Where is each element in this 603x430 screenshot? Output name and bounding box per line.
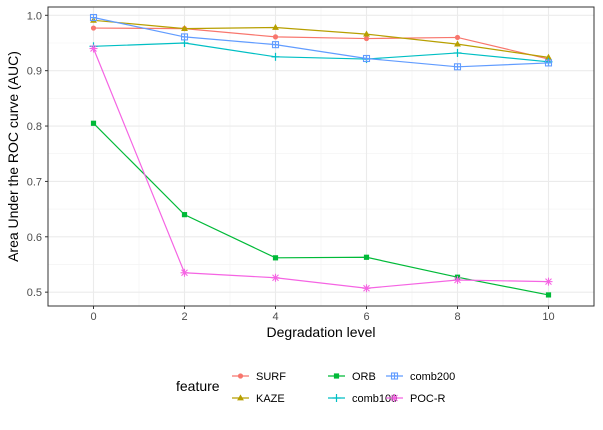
data-point-kaze-shape: [454, 40, 461, 47]
data-point-poc-r-shape: [454, 276, 461, 284]
legend-item-orb: ORB: [328, 371, 376, 383]
y-tick-label: 0.7: [27, 176, 42, 188]
legend-key-marker: [390, 394, 399, 402]
series-comb200: [89, 13, 553, 71]
data-point-poc-r-shape: [181, 269, 188, 277]
y-axis-title: Area Under the ROC curve (AUC): [5, 51, 21, 262]
data-point-surf: [90, 25, 97, 31]
y-tick-label: 0.5: [27, 287, 42, 299]
data-point-comb200: [180, 33, 189, 41]
y-tick-label: 0.8: [27, 121, 42, 133]
data-point-poc-r-shape: [545, 278, 552, 286]
x-tick-label: 8: [454, 311, 460, 323]
data-point-poc-r: [89, 44, 98, 53]
x-tick-label: 10: [542, 311, 554, 323]
data-point-orb: [545, 292, 552, 298]
legend-key-marker-shape: [391, 394, 398, 402]
x-tick-label: 0: [90, 311, 96, 323]
data-point-kaze-shape: [272, 23, 279, 30]
data-point-orb: [90, 120, 97, 126]
data-point-orb: [272, 255, 279, 261]
y-tick-label: 0.6: [27, 232, 42, 244]
data-point-poc-r: [180, 268, 189, 277]
legend-key-marker: [390, 372, 399, 380]
x-axis-title: Degradation level: [267, 324, 376, 340]
data-point-kaze: [545, 53, 552, 60]
data-point-orb-shape: [363, 254, 370, 260]
legend-item-comb100: comb100: [328, 393, 397, 405]
data-point-kaze: [363, 30, 370, 37]
legend-item-kaze: KAZE: [232, 393, 285, 405]
data-point-orb-shape: [181, 212, 188, 218]
legend-item-poc-r: POC-R: [386, 393, 446, 405]
legend-label: KAZE: [256, 393, 285, 405]
data-point-poc-r: [544, 277, 553, 286]
data-point-orb: [181, 212, 188, 218]
data-point-surf-shape: [454, 34, 461, 41]
series-kaze: [90, 16, 552, 60]
data-point-surf: [363, 35, 370, 42]
series-line-comb200: [93, 16, 549, 68]
series-line-surf: [93, 27, 549, 60]
legend-key-marker: [237, 394, 244, 401]
legend-label: POC-R: [410, 393, 446, 405]
series-layer: [89, 13, 553, 298]
y-tick-label: 0.9: [27, 66, 42, 78]
data-point-kaze-shape: [181, 24, 188, 31]
data-point-surf: [272, 34, 279, 40]
data-point-orb: [363, 254, 370, 260]
series-line-comb100: [93, 42, 549, 63]
data-point-comb200: [271, 41, 280, 49]
data-point-surf: [454, 34, 461, 41]
data-point-kaze: [454, 40, 461, 47]
legend-key-marker-shape: [333, 373, 340, 379]
data-point-kaze: [181, 24, 188, 31]
legend-label: comb100: [352, 393, 397, 405]
data-point-comb200: [89, 13, 98, 22]
data-point-comb200: [362, 54, 371, 63]
legend-title: feature: [176, 378, 220, 394]
legend-key-marker: [237, 373, 244, 379]
axis-layer: 0 2 4 6 8 10 0.5 0.6 0.7 0.8 0.9 1.0: [27, 10, 555, 323]
data-point-comb100: [271, 52, 280, 61]
legend-key-marker-shape: [237, 373, 244, 379]
series-line-poc-r: [92, 48, 549, 289]
data-point-comb200: [453, 63, 462, 71]
legend-item-comb200: comb200: [386, 371, 455, 383]
data-point-surf-shape: [272, 34, 279, 40]
series-line-kaze: [93, 19, 549, 58]
legend-key-marker: [332, 394, 341, 402]
x-tick-label: 2: [181, 311, 187, 323]
data-point-poc-r-shape: [272, 274, 279, 282]
data-point-surf-shape: [90, 25, 97, 31]
legend-key-marker-shape: [237, 394, 244, 401]
data-point-orb-shape: [545, 292, 552, 298]
data-point-comb200: [544, 59, 553, 67]
legend: feature SURF KAZE ORB comb100 comb200 POC-R: [176, 371, 455, 405]
data-point-orb-shape: [90, 120, 97, 126]
series-poc-r: [89, 44, 553, 293]
legend-label: ORB: [352, 371, 376, 383]
data-point-orb-shape: [272, 255, 279, 261]
data-point-kaze-shape: [545, 53, 552, 60]
data-point-poc-r-shape: [90, 45, 97, 52]
data-point-poc-r: [271, 273, 280, 282]
x-tick-label: 6: [363, 311, 369, 323]
data-point-kaze-shape: [363, 30, 370, 37]
data-point-poc-r: [362, 284, 371, 293]
data-point-kaze: [272, 23, 279, 30]
x-tick-label: 4: [272, 311, 278, 323]
plot-panel-border: [47, 6, 595, 307]
legend-label: comb200: [410, 371, 455, 383]
legend-label: SURF: [256, 371, 286, 383]
data-point-poc-r: [453, 275, 462, 284]
data-point-surf-shape: [363, 35, 370, 42]
legend-key-marker: [333, 373, 340, 379]
data-point-comb100: [453, 48, 462, 57]
data-point-poc-r-shape: [363, 284, 370, 292]
legend-item-surf: SURF: [232, 371, 286, 383]
y-tick-label: 1.0: [27, 10, 42, 22]
